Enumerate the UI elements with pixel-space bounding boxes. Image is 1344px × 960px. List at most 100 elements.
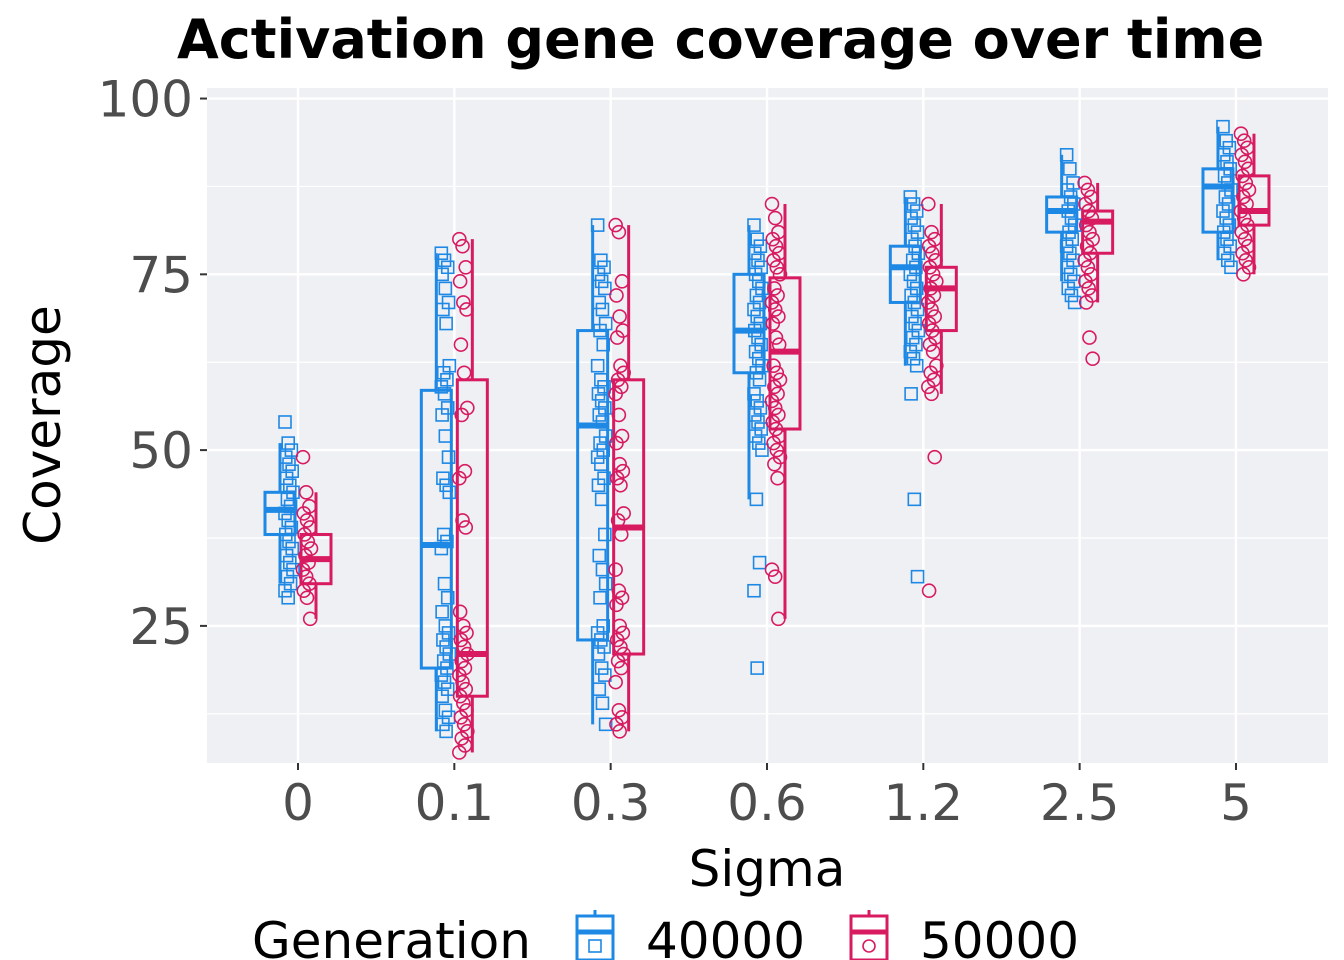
x-axis-title: Sigma [689,840,846,898]
point-50000 [611,224,627,240]
point-50000 [456,618,471,634]
point-50000 [921,238,937,254]
point-50000 [1079,238,1095,254]
point-50000 [921,196,936,212]
point-40000 [904,288,918,303]
legend: Generation 40000 50000 [252,910,1079,960]
point-40000 [1219,133,1233,148]
point-40000 [748,429,763,443]
point-40000 [434,380,449,394]
point-40000 [435,408,449,422]
point-50000 [766,435,781,451]
point-50000 [299,513,315,528]
y-tick-label: 100 [98,71,193,129]
point-40000 [749,365,764,380]
point-40000 [750,309,764,324]
point-50000 [767,400,783,416]
legend-key-40000 [575,910,615,960]
point-50000 [764,295,780,310]
point-40000 [907,492,922,507]
point-50000 [453,337,469,352]
point-50000 [453,632,469,648]
point-40000 [751,253,765,268]
legend-key-50000 [849,910,889,960]
point-40000 [1063,162,1077,176]
point-40000 [903,344,918,359]
point-50000 [610,653,626,669]
point-50000 [1082,330,1097,345]
point-50000 [452,470,467,486]
point-40000 [278,527,293,542]
point-50000 [614,274,630,289]
point-40000 [278,450,293,464]
point-40000 [910,569,925,584]
point-40000 [279,548,294,563]
point-50000 [767,569,783,584]
box-iqr [612,378,646,656]
point-50000 [1080,182,1096,198]
point-50000 [921,583,937,599]
point-40000 [438,281,453,296]
point-50000 [1238,175,1254,191]
point-50000 [768,238,784,254]
point-40000 [1060,260,1075,275]
point-40000 [1060,183,1075,197]
point-40000 [903,267,918,282]
point-50000 [921,295,936,310]
point-50000 [766,252,781,268]
point-50000 [454,407,470,423]
point-40000 [1220,176,1235,190]
point-50000 [298,484,314,500]
point-40000 [436,302,450,317]
point-40000 [278,506,292,521]
point-40000 [279,471,294,486]
legend-marker-square [588,939,602,953]
point-40000 [751,351,766,366]
point-50000 [1082,224,1097,240]
point-40000 [436,365,451,380]
point-50000 [1235,245,1250,261]
point-50000 [768,330,784,345]
point-40000 [437,576,452,591]
box-iqr [924,265,958,333]
x-tick-label: 2.5 [1040,774,1120,832]
point-40000 [906,274,921,289]
point-50000 [922,337,938,352]
point-40000 [439,316,453,331]
point-40000 [436,527,451,542]
point-50000 [609,288,624,303]
point-50000 [923,281,939,296]
point-40000 [281,436,296,450]
point-40000 [437,387,452,401]
point-40000 [905,232,919,246]
point-50000 [921,379,936,395]
box-iqr [455,378,489,698]
point-50000 [608,217,623,233]
point-40000 [598,281,612,296]
point-50000 [769,259,785,275]
point-50000 [764,562,780,577]
point-40000 [905,330,920,345]
point-40000 [594,661,609,675]
point-50000 [609,330,625,345]
point-50000 [765,231,781,247]
point-40000 [749,492,764,507]
x-tick-label: 5 [1220,774,1252,832]
point-50000 [611,702,627,718]
y-tick-label: 25 [129,598,193,656]
point-50000 [927,449,943,465]
point-40000 [1220,253,1235,268]
point-40000 [590,218,605,232]
point-40000 [748,267,763,282]
point-40000 [594,372,608,387]
point-50000 [765,316,781,331]
point-40000 [1219,211,1233,225]
point-40000 [747,302,761,317]
point-50000 [767,302,783,317]
point-40000 [591,478,606,493]
point-40000 [593,323,607,338]
point-40000 [1059,147,1074,162]
point-40000 [751,436,766,450]
point-50000 [1236,133,1252,149]
y-axis-title: Coverage [14,305,72,545]
